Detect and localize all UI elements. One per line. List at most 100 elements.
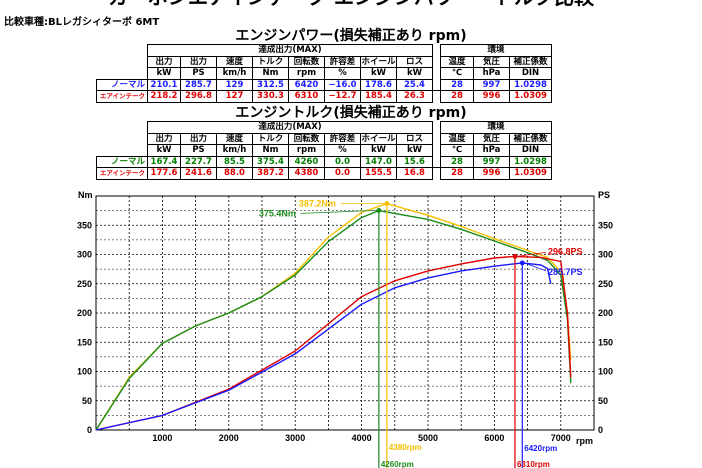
env-col-unit: DIN [509,144,552,157]
y-tick-label-left: 0 [87,425,92,435]
col-header: 出力 [180,132,217,145]
x-tick-label: 1000 [152,433,172,443]
env-cell: 28 [440,90,474,103]
table-cell: 210.1 [147,78,181,91]
env-cell: 28 [440,155,474,168]
env-cell: 1.0298 [509,78,552,91]
col-unit: kW [147,144,181,157]
table-cell: 241.6 [180,167,217,180]
table-cell: −12.7 [324,90,361,103]
col-header: 速度 [216,55,253,68]
table-cell: 312.5 [252,78,289,91]
env-cell: 1.0309 [509,90,552,103]
peak-label-power-normal: 285.7PS [548,267,583,277]
table-row: エアインテーク 177.6 241.6 88.0 387.2 4380 0.0 155.5 16… [96,167,552,180]
col-unit: rpm [288,144,325,157]
y-tick-label-left: 100 [77,367,92,377]
peak-label-torque-normal: 375.4Nm [259,208,296,218]
corner-cell [97,122,148,134]
env-cell: 1.0298 [509,155,552,168]
rpm-label-0: 4380rpm [389,443,422,452]
col-unit: kW [396,67,433,80]
x-axis-label: rpm [576,436,593,446]
col-unit: kW [360,67,397,80]
col-unit: PS [180,144,217,157]
x-tick-label: 4000 [352,433,372,443]
col-unit: km/h [216,67,253,80]
env-col-header: 気圧 [473,132,510,145]
col-header: ロス [396,132,433,145]
col-header: 回転数 [288,55,325,68]
peak-label-torque-intake: 387.2Nm [299,198,336,208]
peak-label-power-intake: 296.8PS [548,246,583,256]
table-cell: 4380 [288,167,325,180]
col-header: ロス [396,55,433,68]
table-cell: 4260 [288,155,325,168]
col-header: ホイール [360,132,397,145]
vehicle-label: 比較車種:BLレガシィターボ 6MT [4,17,160,28]
x-tick-label: 2000 [219,433,239,443]
y-tick-label-right: 250 [598,279,613,289]
row-label: エアインテーク [96,167,148,180]
x-tick-label: 7000 [551,433,571,443]
power-table-title: エンジンパワー(損失補正あり rpm) [235,28,467,44]
col-unit: Nm [252,67,289,80]
table-cell: 375.4 [252,155,289,168]
env-col-header: 温度 [440,132,474,145]
rpm-label-1: 4260rpm [381,460,414,468]
y-tick-label-right: 350 [598,220,613,230]
table-cell: 6420 [288,78,325,91]
col-header: 回転数 [288,132,325,145]
col-header: 出力 [147,132,181,145]
group-label: 達成出力(MAX) [147,121,433,134]
y-tick-label-right: 0 [598,425,603,435]
y-tick-label-left: 300 [77,250,92,260]
table-cell: 227.7 [180,155,217,168]
env-col-unit: DIN [509,67,552,80]
x-tick-label: 3000 [285,433,305,443]
table-cell: 218.2 [147,90,181,103]
y-tick-label-right: 300 [598,250,613,260]
y-axis-label-left: Nm [78,190,93,200]
table-cell: 178.6 [360,78,397,91]
table-cell: 155.5 [360,167,397,180]
env-col-unit: ℃ [440,67,474,80]
table-cell: −16.0 [324,78,361,91]
table-cell: 25.4 [396,78,433,91]
y-tick-label-right: 200 [598,308,613,318]
env-col-unit: hPa [473,67,510,80]
col-header: 許容差 [324,55,361,68]
page-title: カーボンエアインテーク エンジンパワー・トルク比較 [0,0,702,8]
peak-marker-1 [376,207,382,213]
table-cell: 167.4 [147,155,181,168]
table-cell: 0.0 [324,155,361,168]
env-cell: 28 [440,78,474,91]
env-col-header: 温度 [440,55,474,68]
table-cell: 147.0 [360,155,397,168]
peak-leader-torque-normal [300,209,377,214]
env-col-unit: ℃ [440,144,474,157]
y-tick-label-left: 50 [82,396,92,406]
table-cell: 0.0 [324,167,361,180]
table-cell: 330.3 [252,90,289,103]
col-unit: kW [396,144,433,157]
rpm-label-3: 6310rpm [517,460,550,468]
env-label: 環境 [440,44,552,57]
env-cell: 997 [473,155,510,168]
table-cell: 15.6 [396,155,433,168]
table-row: エアインテーク 218.2 296.8 127 330.3 6310 −12.7 185.4 2… [96,90,552,103]
table-cell: 85.5 [216,155,253,168]
table-cell: 185.4 [360,90,397,103]
power-torque-chart: Nm PS rpm 0 0 50 50 100 100 150 150 200 200 250 250 300… [77,190,613,468]
env-cell: 1.0309 [509,167,552,180]
y-tick-label-left: 150 [77,337,92,347]
col-unit: km/h [216,144,253,157]
y-tick-label-right: 100 [598,367,613,377]
table-cell: 177.6 [147,167,181,180]
y-tick-label-right: 150 [598,337,613,347]
env-col-header: 気圧 [473,55,510,68]
col-header: 速度 [216,132,253,145]
col-unit: Nm [252,144,289,157]
col-header: トルク [252,132,289,145]
col-header: 出力 [147,55,181,68]
